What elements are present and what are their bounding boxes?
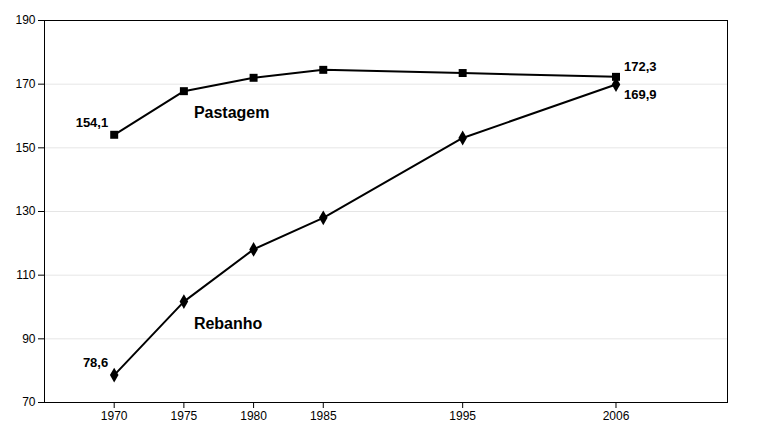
svg-text:78,6: 78,6 [83,355,108,370]
svg-text:2006: 2006 [603,409,630,423]
svg-text:Rebanho: Rebanho [194,315,263,332]
svg-text:Pastagem: Pastagem [194,104,270,121]
svg-text:130: 130 [15,204,35,218]
svg-text:1985: 1985 [310,409,337,423]
svg-text:170: 170 [15,77,35,91]
svg-text:70: 70 [22,395,36,409]
svg-text:90: 90 [22,332,36,346]
svg-text:150: 150 [15,141,35,155]
svg-text:1995: 1995 [449,409,476,423]
svg-text:190: 190 [15,13,35,27]
svg-text:154,1: 154,1 [76,115,109,130]
svg-text:1975: 1975 [171,409,198,423]
svg-text:172,3: 172,3 [624,59,657,74]
svg-text:169,9: 169,9 [624,87,657,102]
svg-text:1980: 1980 [240,409,267,423]
svg-text:1970: 1970 [101,409,128,423]
svg-text:110: 110 [16,268,35,282]
